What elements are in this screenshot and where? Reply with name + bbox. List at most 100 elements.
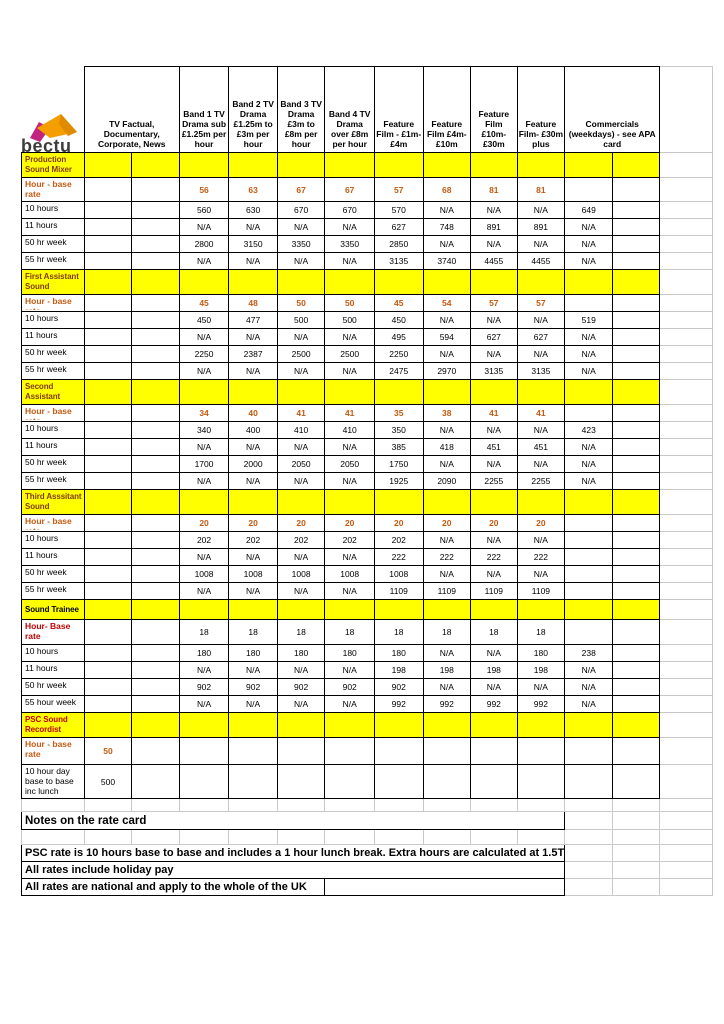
section-band-cell	[612, 379, 661, 405]
rate-cell: N/A	[422, 421, 472, 439]
section-band-cell	[516, 712, 566, 738]
row-label-cell: 50 hr week	[21, 345, 85, 363]
rate-cell: N/A	[324, 661, 375, 679]
section-band-cell	[324, 712, 375, 738]
row-label-cell: Hour- Base rate	[21, 619, 85, 645]
rate-cell: 50	[83, 737, 133, 765]
rate-cell: 20	[422, 514, 472, 532]
rate-cell: 54	[422, 294, 472, 312]
rate-cell: N/A	[470, 421, 518, 439]
section-band-cell	[324, 269, 375, 295]
rate-cell	[131, 455, 180, 473]
rate-cell: 992	[422, 695, 472, 713]
row-label-text: Hour - base rate	[25, 296, 72, 310]
rate-cell: 4455	[516, 252, 566, 270]
section-band-cell	[178, 712, 230, 738]
rate-cell: N/A	[564, 455, 614, 473]
spacer-cell	[21, 798, 85, 812]
rate-cell: 2255	[470, 472, 518, 490]
blank-rate-cell	[612, 311, 661, 329]
rate-cell: N/A	[276, 695, 326, 713]
rate-cell	[276, 737, 326, 765]
rate-cell: N/A	[228, 362, 278, 380]
rate-cell: 180	[228, 644, 278, 662]
spacer-cell	[517, 829, 566, 845]
rate-cell: N/A	[564, 218, 614, 236]
section-band-cell	[83, 152, 133, 178]
rate-cell: 40	[228, 404, 278, 422]
edge-spacer-cell	[659, 599, 714, 620]
rate-cell	[422, 737, 472, 765]
rate-cell: N/A	[564, 328, 614, 346]
rate-cell: N/A	[470, 311, 518, 329]
rate-cell: N/A	[228, 548, 278, 566]
row-label-cell: 10 hour day base to base inc lunch	[21, 764, 85, 799]
section-band-cell	[422, 712, 472, 738]
rate-cell: 477	[228, 311, 278, 329]
section-band-cell	[564, 379, 614, 405]
rate-cell: 560	[178, 201, 230, 219]
rate-cell	[178, 737, 230, 765]
rate-cell	[470, 764, 518, 799]
section-title-cell: First Assistant Sound	[21, 269, 85, 295]
header-cell-band-3: Band 3 TV Drama £3m to £8m per hour	[276, 66, 326, 153]
edge-spacer-cell	[659, 531, 714, 549]
section-band-cell	[470, 379, 518, 405]
rate-cell: 1109	[516, 582, 566, 600]
rate-cell: 198	[516, 661, 566, 679]
rate-cell: N/A	[178, 362, 230, 380]
rate-cell: 2050	[324, 455, 375, 473]
row-label-text: 50 hr week	[25, 680, 67, 690]
section-band-cell	[516, 269, 566, 295]
row-label-cell: Hour - base rate	[21, 404, 85, 422]
rate-cell: N/A	[178, 695, 230, 713]
rate-cell: N/A	[564, 438, 614, 456]
rate-cell: 649	[564, 201, 614, 219]
rate-cell: 992	[373, 695, 424, 713]
section-band-cell	[83, 599, 133, 620]
rate-cell: 2800	[178, 235, 230, 253]
rate-cell: 500	[276, 311, 326, 329]
rate-cell: 1109	[422, 582, 472, 600]
blank-rate-cell	[612, 472, 661, 490]
rate-cell: 1109	[373, 582, 424, 600]
section-band-cell	[612, 712, 661, 738]
section-band-cell	[373, 599, 424, 620]
rate-cell: N/A	[324, 362, 375, 380]
section-band-cell	[324, 489, 375, 515]
blank-rate-cell	[612, 362, 661, 380]
rate-cell: N/A	[324, 695, 375, 713]
rate-cell: N/A	[178, 218, 230, 236]
rate-cell: 902	[228, 678, 278, 696]
rate-cell: 41	[516, 404, 566, 422]
section-band-cell	[422, 379, 472, 405]
rate-cell: 748	[422, 218, 472, 236]
spacer-cell	[423, 798, 472, 812]
edge-spacer-cell	[659, 235, 714, 253]
rate-cell	[131, 695, 180, 713]
rate-cell: N/A	[422, 565, 472, 583]
edge-spacer-cell	[659, 619, 714, 645]
section-band-cell	[83, 489, 133, 515]
rate-cell: 670	[276, 201, 326, 219]
rate-cell: 451	[470, 438, 518, 456]
rate-cell	[131, 644, 180, 662]
row-label-cell: 11 hours	[21, 661, 85, 679]
row-label-cell: 55 hr week	[21, 472, 85, 490]
rate-cell: N/A	[516, 565, 566, 583]
rate-cell	[83, 421, 133, 439]
edge-spacer-cell	[659, 328, 714, 346]
section-band-cell	[324, 599, 375, 620]
edge-spacer-cell	[659, 152, 714, 178]
spacer-cell	[179, 798, 230, 812]
rate-cell: N/A	[564, 661, 614, 679]
rate-cell: N/A	[178, 472, 230, 490]
row-label-text: 10 hours	[25, 313, 59, 323]
edge-spacer-cell	[659, 269, 714, 295]
rate-cell: 222	[516, 548, 566, 566]
rate-cell: 180	[373, 644, 424, 662]
rate-cell: 50	[276, 294, 326, 312]
blank-rate-cell	[612, 252, 661, 270]
header-cell-band-2: Band 2 TV Drama £1.25m to £3m per hour	[228, 66, 278, 153]
spacer-cell	[564, 861, 614, 879]
